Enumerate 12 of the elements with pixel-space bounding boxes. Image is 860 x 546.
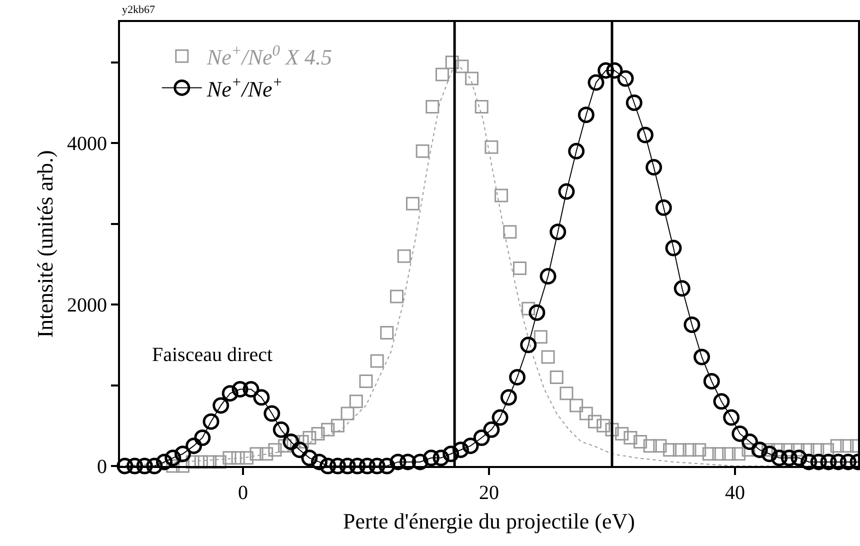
x-tick-label: 0 <box>238 482 248 504</box>
annotation: Faisceau direct <box>152 344 273 366</box>
y-tick-label: 0 <box>97 456 107 478</box>
x-tick-label: 20 <box>479 482 499 504</box>
x-axis-title: Perte d'énergie du projectile (eV) <box>343 508 635 534</box>
x-tick-label: 40 <box>725 482 745 504</box>
text: y2kb67 <box>122 4 156 16</box>
legend-label: Ne$^{+}$/Ne$^{+}$ <box>206 74 283 102</box>
y-tick-label: 2000 <box>67 294 107 317</box>
legend-label: Ne$^{+}$/Ne$^{0}$ X 4.5 <box>206 42 332 70</box>
y-axis-title: Intensité (unités arb.) <box>32 150 58 338</box>
y-tick-label: 4000 <box>67 133 107 156</box>
